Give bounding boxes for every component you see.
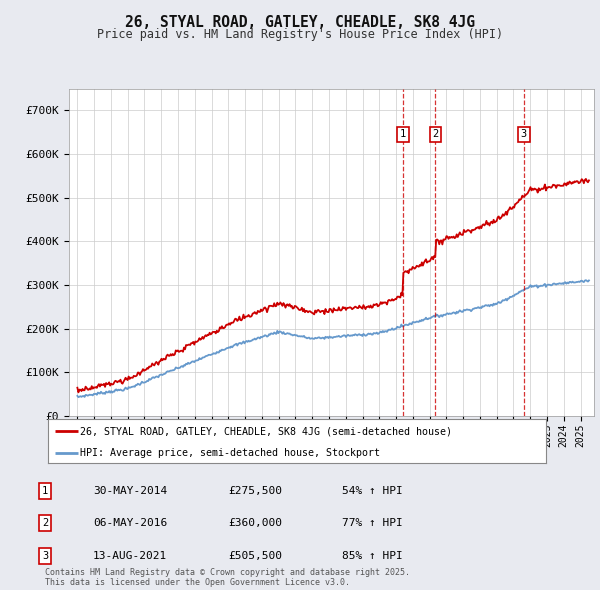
Text: 2: 2 bbox=[433, 129, 439, 139]
Text: £360,000: £360,000 bbox=[228, 519, 282, 528]
Text: 1: 1 bbox=[400, 129, 406, 139]
Text: 26, STYAL ROAD, GATLEY, CHEADLE, SK8 4JG (semi-detached house): 26, STYAL ROAD, GATLEY, CHEADLE, SK8 4JG… bbox=[80, 427, 452, 436]
Text: 3: 3 bbox=[42, 551, 48, 560]
Text: Price paid vs. HM Land Registry's House Price Index (HPI): Price paid vs. HM Land Registry's House … bbox=[97, 28, 503, 41]
Text: 26, STYAL ROAD, GATLEY, CHEADLE, SK8 4JG: 26, STYAL ROAD, GATLEY, CHEADLE, SK8 4JG bbox=[125, 15, 475, 30]
Text: 85% ↑ HPI: 85% ↑ HPI bbox=[342, 551, 403, 560]
Text: 77% ↑ HPI: 77% ↑ HPI bbox=[342, 519, 403, 528]
Text: Contains HM Land Registry data © Crown copyright and database right 2025.
This d: Contains HM Land Registry data © Crown c… bbox=[45, 568, 410, 587]
Text: £505,500: £505,500 bbox=[228, 551, 282, 560]
Text: 13-AUG-2021: 13-AUG-2021 bbox=[93, 551, 167, 560]
Text: 06-MAY-2016: 06-MAY-2016 bbox=[93, 519, 167, 528]
Text: 1: 1 bbox=[42, 486, 48, 496]
Text: £275,500: £275,500 bbox=[228, 486, 282, 496]
Text: 54% ↑ HPI: 54% ↑ HPI bbox=[342, 486, 403, 496]
Text: 2: 2 bbox=[42, 519, 48, 528]
Text: HPI: Average price, semi-detached house, Stockport: HPI: Average price, semi-detached house,… bbox=[80, 448, 380, 458]
Text: 30-MAY-2014: 30-MAY-2014 bbox=[93, 486, 167, 496]
Text: 3: 3 bbox=[521, 129, 527, 139]
